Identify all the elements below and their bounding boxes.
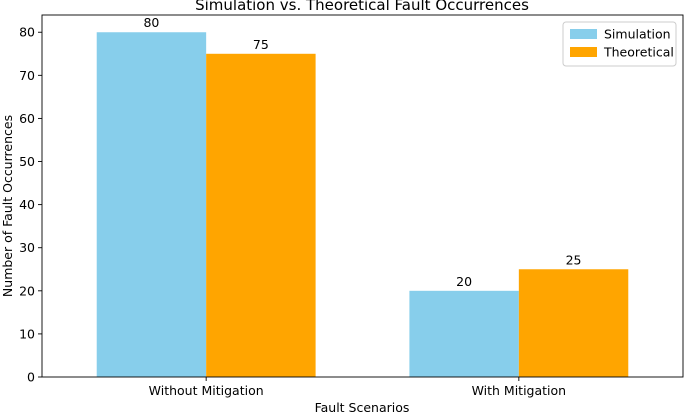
y-tick-label-4: 40	[19, 197, 35, 212]
legend-swatch-theoretical	[570, 47, 597, 57]
x-tick-label-0: Without Mitigation	[149, 383, 264, 398]
y-tick-label-2: 20	[19, 283, 35, 298]
chart-title: Simulation vs. Theoretical Fault Occurre…	[195, 0, 529, 14]
plot-area: 80 75 20 25	[41, 14, 684, 378]
plot-frame	[41, 14, 684, 378]
bar-simulation-0	[96, 32, 207, 377]
x-axis: Without Mitigation With Mitigation	[149, 377, 566, 398]
y-tick-label-7: 70	[19, 68, 35, 83]
legend-swatch-simulation	[570, 29, 597, 39]
y-tick-label-6: 60	[19, 111, 35, 126]
x-tick-label-1: With Mitigation	[472, 383, 567, 398]
data-label-theoretical-1: 25	[566, 252, 582, 267]
legend: Simulation Theoretical	[562, 21, 677, 67]
legend-label-theoretical: Theoretical	[603, 45, 674, 60]
y-tick-label-8: 80	[19, 25, 35, 40]
data-label-simulation-0: 80	[143, 15, 159, 30]
y-tick-label-5: 50	[19, 154, 35, 169]
y-axis: 0 10 20 30 40 50 60 70 80	[19, 25, 42, 385]
y-tick-label-3: 30	[19, 240, 35, 255]
legend-label-simulation: Simulation	[604, 27, 671, 42]
bar-simulation-1	[409, 290, 519, 377]
y-tick-label-1: 10	[19, 326, 35, 341]
y-tick-label-0: 0	[27, 370, 35, 385]
data-label-simulation-1: 20	[456, 274, 472, 289]
y-axis-label: Number of Fault Occurrences	[0, 115, 15, 297]
x-axis-label: Fault Scenarios	[315, 400, 410, 413]
data-label-theoretical-0: 75	[253, 37, 269, 52]
bar-theoretical-1	[518, 269, 629, 377]
bar-theoretical-0	[206, 53, 316, 378]
